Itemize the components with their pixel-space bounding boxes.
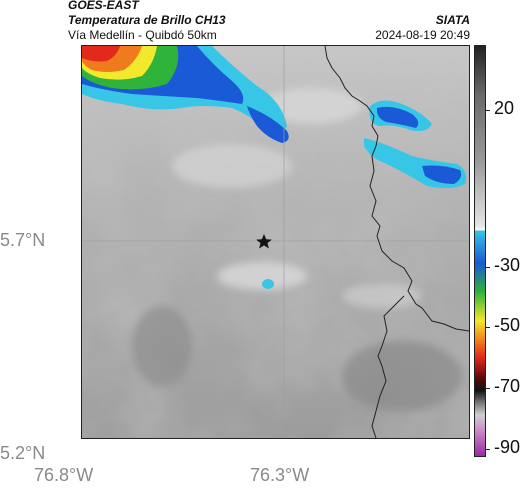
x-axis-label-76-8: 76.8°W	[34, 465, 94, 485]
small-cloud-cell	[262, 279, 274, 289]
colorbar-label-minus-50: -50	[494, 315, 521, 335]
colorbar-label-20: 20	[494, 98, 515, 118]
y-axis-label-5-2: 5.2°N	[0, 443, 46, 463]
colorbar-label-minus-90: -90	[494, 437, 521, 457]
colorbar-tick	[485, 449, 490, 450]
colorbar-label-minus-30: -30	[494, 255, 521, 275]
star-icon	[256, 234, 272, 249]
colorbar-tick	[485, 110, 490, 111]
product-title: Temperatura de Brillo CH13	[68, 13, 226, 27]
satellite-title: GOES-EAST	[68, 0, 139, 12]
colorbar-label-minus-70: -70	[494, 376, 521, 396]
administrative-boundaries	[324, 46, 469, 438]
colorbar-tick	[485, 388, 490, 389]
datetime-label: 2024-08-19 20:49	[375, 28, 470, 42]
colorbar-tick	[485, 267, 490, 268]
convective-cloud-northeast	[364, 100, 466, 189]
colorbar-tick	[485, 327, 490, 328]
y-axis-label-5-7: 5.7°N	[0, 230, 46, 250]
grid-lines	[82, 46, 469, 438]
temperature-colorbar	[474, 45, 486, 457]
convective-cloud-northwest	[82, 46, 289, 143]
satellite-map	[81, 45, 470, 439]
route-subtitle: Vía Medellín - Quibdó 50km	[68, 28, 217, 42]
x-axis-label-76-3: 76.3°W	[250, 465, 310, 485]
map-canvas	[82, 46, 469, 438]
organization-label: SIATA	[435, 13, 470, 27]
